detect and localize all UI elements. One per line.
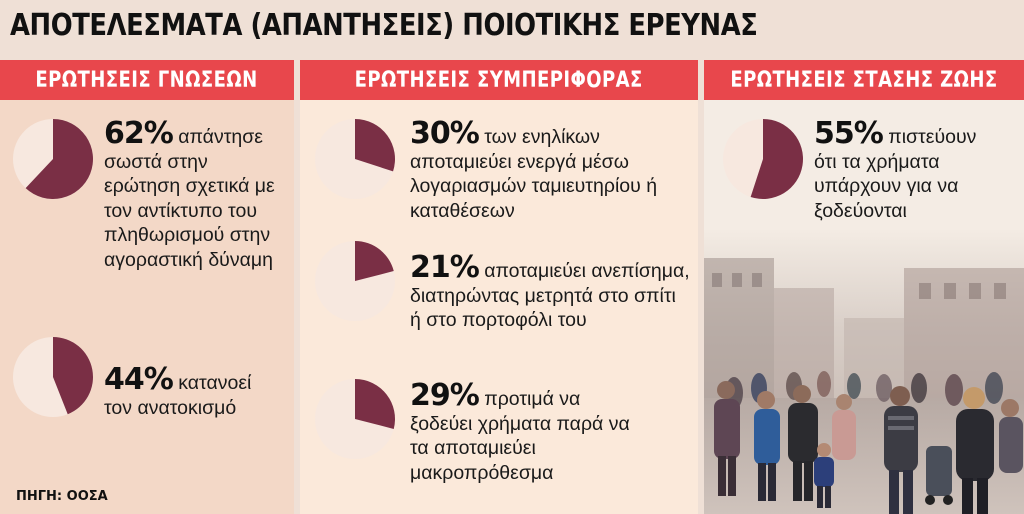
stat-text: προτιμά να ξοδεύει χρήματα παρά να τα απ… xyxy=(410,388,630,484)
pie-chart xyxy=(723,119,803,199)
section-header-knowledge: ΕΡΩΤΗΣΕΙΣ ΓΝΩΣΕΩΝ xyxy=(0,60,294,100)
stat-text: απάντησε σωστά στην ερώτηση σχετικά με τ… xyxy=(104,126,275,271)
pie-chart xyxy=(13,337,94,417)
pie-chart xyxy=(13,119,94,199)
source-note: ΠΗΓΗ: ΟΟΣΑ xyxy=(16,489,108,504)
stat-percent: 29% xyxy=(410,378,480,413)
pie-slice xyxy=(53,337,94,415)
pie-chart xyxy=(315,119,395,199)
pie-slice xyxy=(25,119,94,199)
stat-percent: 21% xyxy=(410,250,480,285)
stat-text: πιστεύουν ότι τα χρήματα υπάρχουν για να… xyxy=(814,126,977,222)
section-header-behavior: ΕΡΩΤΗΣΕΙΣ ΣΥΜΠΕΡΙΦΟΡΑΣ xyxy=(300,60,698,100)
stat-percent: 62% xyxy=(104,116,174,151)
page-title: ΑΠΟΤΕΛΕΣΜΑΤΑ (ΑΠΑΝΤΗΣΕΙΣ) ΠΟΙΟΤΙΚΗΣ ΕΡΕΥ… xyxy=(10,8,758,43)
stat-percent: 30% xyxy=(410,116,480,151)
street-crowd-photo xyxy=(704,228,1024,514)
stat-percent: 44% xyxy=(104,362,174,397)
stat-text: αποταμιεύει ανεπίσημα, διατηρώντας μετρη… xyxy=(410,260,690,331)
knowledge-questions-panel: ΕΡΩΤΗΣΕΙΣ ΓΝΩΣΕΩΝ 62% απάντησε σωστά στη… xyxy=(0,60,294,514)
behavior-questions-panel: ΕΡΩΤΗΣΕΙΣ ΣΥΜΠΕΡΙΦΟΡΑΣ 30% των ενηλίκων … xyxy=(300,60,698,514)
pie-chart xyxy=(315,241,395,321)
pie-slice xyxy=(355,241,394,281)
stat-text: κατανοεί τον ανατοκισμό xyxy=(104,372,252,419)
pie-slice xyxy=(355,379,395,429)
pie-slice xyxy=(750,119,803,199)
stat-percent: 55% xyxy=(814,116,884,151)
section-header-lifestyle: ΕΡΩΤΗΣΕΙΣ ΣΤΑΣΗΣ ΖΩΗΣ xyxy=(704,60,1024,100)
stat-text: των ενηλίκων αποταμιεύει ενεργά μέσω λογ… xyxy=(410,126,658,222)
pie-slice xyxy=(355,119,395,172)
lifestyle-questions-panel: ΕΡΩΤΗΣΕΙΣ ΣΤΑΣΗΣ ΖΩΗΣ 55% πιστεύουν ότι … xyxy=(704,60,1024,514)
pie-chart xyxy=(315,379,395,459)
